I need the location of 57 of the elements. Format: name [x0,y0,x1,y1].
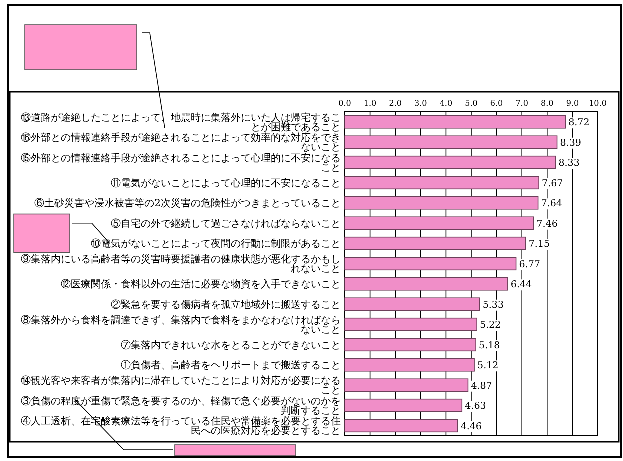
y-tick-label: ⑤自宅の外で継続して過ごさなければならないこと [111,218,341,230]
bar [344,419,458,433]
x-tick-label: 7.0 [516,99,528,108]
y-tick-label: ⑮外部との情報連絡手段が途絶されることによって心理的に不安になること [21,152,341,174]
data-label: 5.33 [482,300,504,311]
bar [344,298,480,312]
data-label: 7.67 [542,178,564,190]
x-tick-label: 1.0 [364,99,377,108]
data-label: 7.15 [528,239,550,250]
bar [344,176,540,190]
y-tick-label: ⑦集落内できれいな水をとることができないこと [121,339,341,352]
x-tick-label: 2.0 [389,99,402,108]
x-tick-label: 3.0 [414,99,428,108]
data-label: 4.46 [460,421,482,432]
data-label: 4.63 [465,401,486,412]
x-tick-label: 6.0 [490,99,504,108]
data-label: 8.72 [568,118,590,129]
y-tick-label: ⑫医療関係・食料以外の生活に必要な物資を入手できないこと [61,278,341,291]
data-label: 8.39 [560,138,582,149]
y-tick-label: ⑨集落内にいる高齢者等の災害時要援護者の健康状態が悪化するかもしれないこと [21,254,341,276]
data-label: 5.12 [478,360,499,372]
bar [344,257,517,271]
bar [344,318,478,332]
bar [344,378,469,392]
x-tick-label: 4.0 [440,99,453,108]
data-label: 8.33 [558,158,580,170]
data-label: 5.18 [479,340,500,352]
bar [344,115,566,129]
y-tick-label: ⑧集落外から食料を調達できず、集落内で食料をまかなわなければならないこと [21,314,341,336]
data-label: 7.46 [536,218,558,230]
x-tick-label: 10.0 [589,99,607,108]
data-label: 7.64 [541,198,562,210]
data-label: 4.87 [471,380,492,392]
y-tick-label: ⑯外部との情報連絡手段が途絶されることによって効率的な対応をできないこと [21,132,341,154]
y-tick-label: ①負傷者、高齢者をヘリポートまで搬送すること [121,360,341,372]
bar [344,338,476,352]
y-tick-label: ⑥土砂災害や浸水被害等の2次災害の危険性がつきまとっていること [34,198,341,210]
bar [344,196,539,210]
y-tick-label: ⑭観光客や来客者が集落内に滞在していたことにより対応が必要になること [21,375,341,397]
x-tick-label: 5.0 [465,99,478,108]
x-tick-label: 0.0 [338,99,352,108]
data-label: 6.77 [519,259,540,270]
bar [344,277,508,291]
bar [344,398,463,412]
x-tick-label: 8.0 [541,99,554,108]
y-tick-label: ⑬道路が途絶したことによって、地震時に集落外にいた人は帰宅することが困難であること [21,112,341,134]
bar [344,358,475,372]
bar [344,236,526,250]
bar [344,136,558,150]
data-label: 6.44 [510,280,532,291]
y-tick-label: ②緊急を要する傷病者を孤立地域外に搬送すること [111,298,341,311]
y-tick-label: ⑪電気がないことによって心理的に不安になること [111,177,341,190]
x-tick-label: 9.0 [566,99,580,108]
bar [344,216,534,230]
y-tick-label: ⑩電気がないことによって夜間の行動に制限があること [91,238,341,250]
data-label: 5.22 [480,320,502,332]
bar [344,156,556,170]
